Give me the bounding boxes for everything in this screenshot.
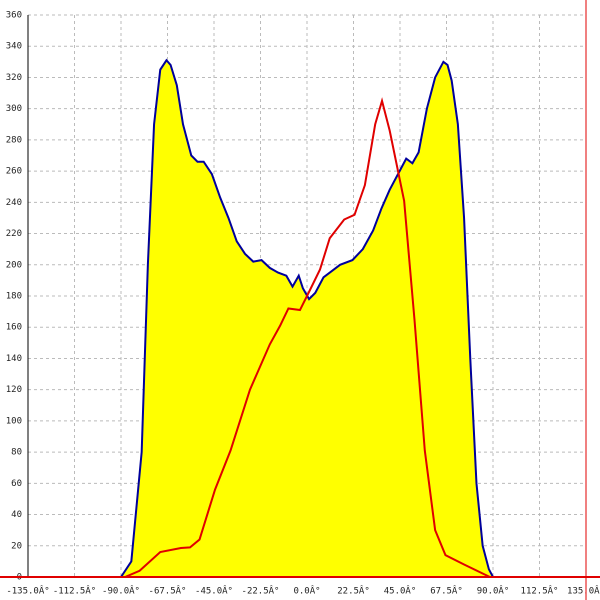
x-tick-label: -45.0Â° [195,585,233,597]
y-tick-label: 300 [6,104,22,114]
y-tick-label: 280 [6,135,22,145]
y-tick-label: 40 [11,510,22,520]
line [121,97,493,578]
y-tick-label: 20 [11,541,22,551]
y-tick-label: 140 [6,354,22,364]
y-tick-label: 100 [6,416,22,426]
x-tick-label: -67.5Â° [149,585,187,597]
y-tick-label: 240 [6,198,22,208]
x-tick-label: 45.0Â° [384,585,417,597]
y-tick-label: 260 [6,167,22,177]
y-tick-label: 360 [6,11,22,21]
x-tick-label: 67.5Â° [430,585,463,597]
x-tick-label: 22.5Â° [337,585,370,597]
y-tick-label: 120 [6,385,22,395]
x-tick-label: -135.0Â° [6,585,49,597]
y-tick-label: 200 [6,260,22,270]
x-tick-label: 90.0Â° [477,585,510,597]
x-tick-label: 0.0Â° [293,585,320,597]
area [119,58,495,578]
x-tick-label: -112.5Â° [53,585,96,597]
x-tick-label: 135.0Â° [567,585,600,597]
y-tick-label: 60 [11,479,22,489]
y-tick-label: 160 [6,323,22,333]
y-tick-label: 340 [6,42,22,52]
x-tick-label: -90.0Â° [102,585,140,597]
y-tick-label: 80 [11,448,22,458]
y-tick-label: 180 [6,292,22,302]
x-tick-label: 112.5Â° [521,585,559,597]
y-tick-label: 320 [6,73,22,83]
y-tick-label: 220 [6,229,22,239]
x-tick-label: -22.5Â° [242,585,280,597]
